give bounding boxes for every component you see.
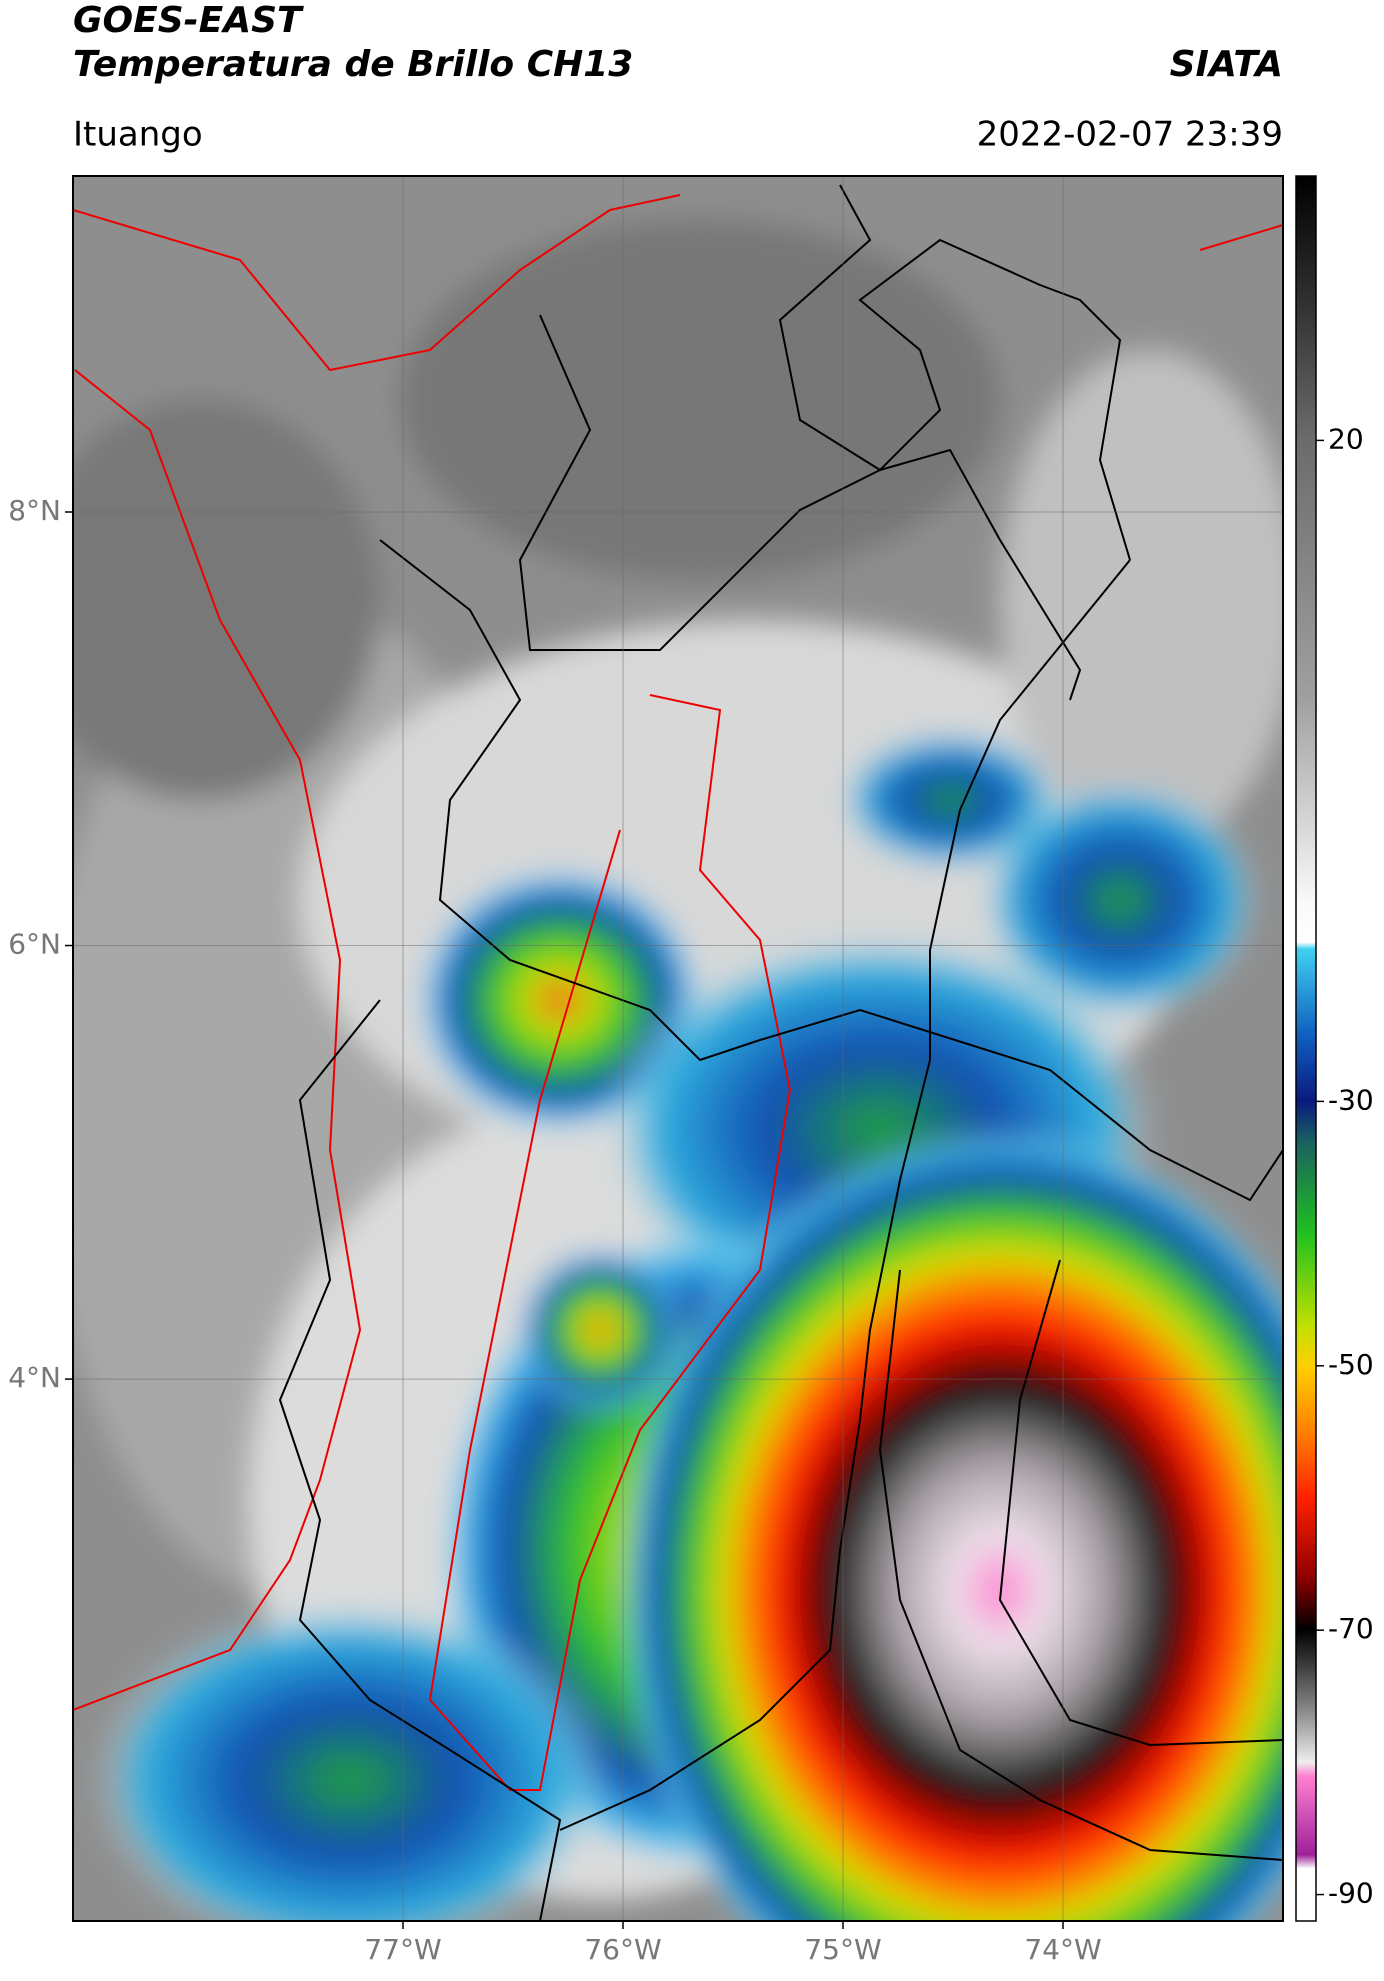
- colorbar-tick-label: -30: [1328, 1083, 1374, 1116]
- imagery: [73, 176, 1283, 1921]
- x-tick-label: 75°W: [804, 1933, 881, 1966]
- colorbar-tick-label: -90: [1328, 1877, 1374, 1910]
- y-tick-label: 6°N: [8, 928, 61, 961]
- colorbar-tick-label: -50: [1328, 1348, 1374, 1381]
- subtitle: Temperatura de Brillo CH13: [73, 44, 633, 85]
- x-tick-label: 74°W: [1024, 1933, 1101, 1966]
- location: Ituango: [73, 115, 203, 155]
- grid: [73, 176, 1283, 1921]
- colorbar-tick-label: 20: [1328, 422, 1364, 455]
- x-tick-label: 77°W: [364, 1933, 441, 1966]
- y-tick-label: 8°N: [8, 494, 61, 527]
- timestamp: 2022-02-07 23:39: [977, 115, 1283, 155]
- colorbar-tick-label: -70: [1328, 1612, 1374, 1645]
- source: SIATA: [1170, 44, 1283, 85]
- x-tick-label: 76°W: [584, 1933, 661, 1966]
- y-tick-label: 4°N: [8, 1361, 61, 1394]
- colorbar: [1295, 175, 1317, 1922]
- title: GOES-EAST: [73, 0, 304, 41]
- map-frame: [72, 175, 1284, 1922]
